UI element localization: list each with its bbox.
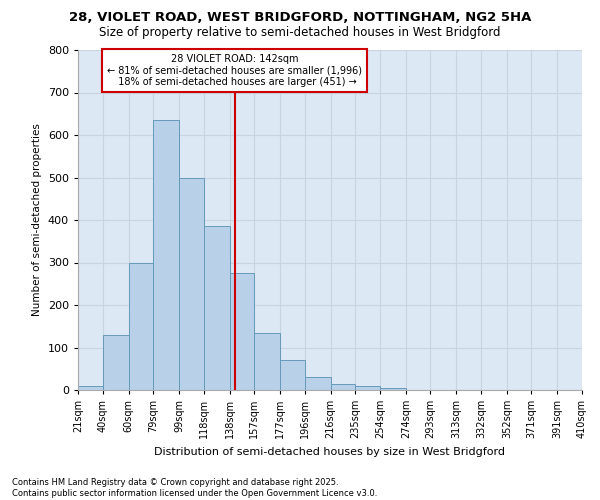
- Text: Contains HM Land Registry data © Crown copyright and database right 2025.
Contai: Contains HM Land Registry data © Crown c…: [12, 478, 377, 498]
- X-axis label: Distribution of semi-detached houses by size in West Bridgford: Distribution of semi-detached houses by …: [155, 446, 505, 456]
- Bar: [78, 386, 103, 390]
- Bar: [128, 262, 153, 390]
- Bar: [230, 273, 254, 390]
- Bar: [331, 384, 355, 390]
- Text: 28 VIOLET ROAD: 142sqm
← 81% of semi-detached houses are smaller (1,996)
  18% o: 28 VIOLET ROAD: 142sqm ← 81% of semi-det…: [107, 54, 362, 88]
- Bar: [280, 360, 305, 390]
- Bar: [203, 226, 230, 390]
- Bar: [380, 388, 406, 390]
- Bar: [305, 377, 331, 390]
- Bar: [103, 335, 128, 390]
- Bar: [355, 386, 380, 390]
- Text: 28, VIOLET ROAD, WEST BRIDGFORD, NOTTINGHAM, NG2 5HA: 28, VIOLET ROAD, WEST BRIDGFORD, NOTTING…: [69, 11, 531, 24]
- Bar: [153, 120, 179, 390]
- Bar: [179, 178, 203, 390]
- Y-axis label: Number of semi-detached properties: Number of semi-detached properties: [32, 124, 42, 316]
- Text: Size of property relative to semi-detached houses in West Bridgford: Size of property relative to semi-detach…: [99, 26, 501, 39]
- Bar: [254, 332, 280, 390]
